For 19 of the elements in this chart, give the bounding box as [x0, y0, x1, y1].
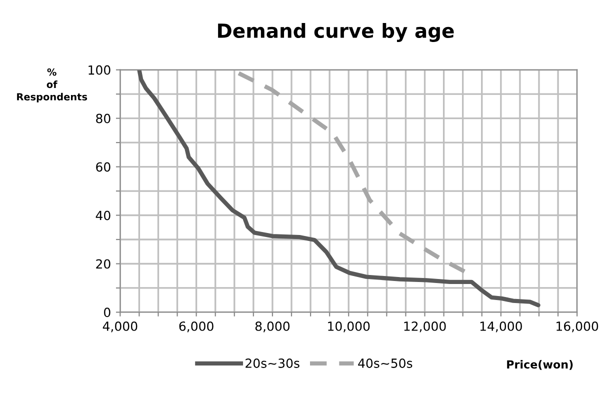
chart-title: Demand curve by age — [218, 22, 454, 42]
y-tick-label: 60 — [96, 162, 110, 172]
x-tick-label: 10,000 — [328, 321, 370, 332]
y-tick-label: 40 — [96, 210, 110, 220]
x-tick-label: 4,000 — [102, 321, 138, 332]
x-tick-label: 14,000 — [480, 321, 522, 332]
x-tick-label: 8,000 — [255, 321, 290, 332]
x-tick-label: 6,000 — [179, 321, 214, 332]
line-series — [137, 70, 540, 308]
x-tick-label: 16,000 — [556, 321, 598, 332]
x-tick-label: 12,000 — [404, 321, 446, 332]
y-tick-label: 20 — [96, 259, 110, 269]
legend-label: 40s~50s — [358, 358, 412, 368]
y-axis-title: % of Respondents — [17, 68, 88, 102]
y-tick-label: 80 — [96, 114, 110, 124]
y-tick-label: 0 — [104, 308, 110, 318]
legend-label: 20s~30s — [246, 358, 300, 368]
y-tick-label: 100 — [88, 65, 110, 75]
x-axis-title: Price(won) — [507, 360, 573, 370]
